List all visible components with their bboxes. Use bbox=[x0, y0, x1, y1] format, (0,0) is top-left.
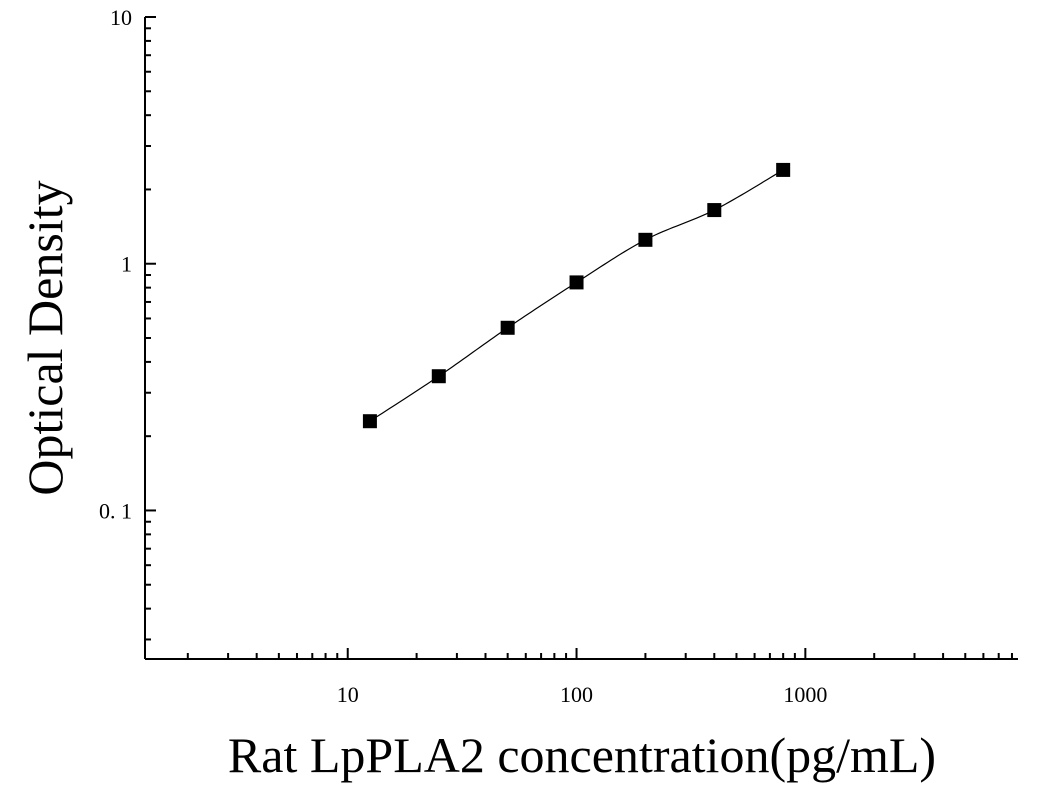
axes: 10 100 1000 0. 1 1 10 bbox=[99, 5, 1018, 707]
data-points bbox=[362, 162, 791, 429]
data-point bbox=[638, 232, 653, 247]
x-axis-title: Rat LpPLA2 concentration(pg/mL) bbox=[228, 727, 936, 783]
x-tick-label: 10 bbox=[337, 682, 359, 707]
y-tick-label: 0. 1 bbox=[99, 498, 132, 523]
y-axis-title: Optical Density bbox=[17, 180, 73, 495]
x-tick-label: 100 bbox=[560, 682, 593, 707]
y-tick-label: 10 bbox=[110, 5, 132, 30]
data-point bbox=[431, 369, 446, 384]
data-point bbox=[776, 162, 791, 177]
data-point bbox=[362, 414, 377, 429]
data-point bbox=[569, 275, 584, 290]
data-point bbox=[500, 320, 515, 335]
axis-labels: Rat LpPLA2 concentration(pg/mL) Optical … bbox=[17, 180, 936, 783]
data-point bbox=[707, 203, 722, 218]
x-tick-label: 1000 bbox=[783, 682, 827, 707]
y-tick-label: 1 bbox=[121, 252, 132, 277]
